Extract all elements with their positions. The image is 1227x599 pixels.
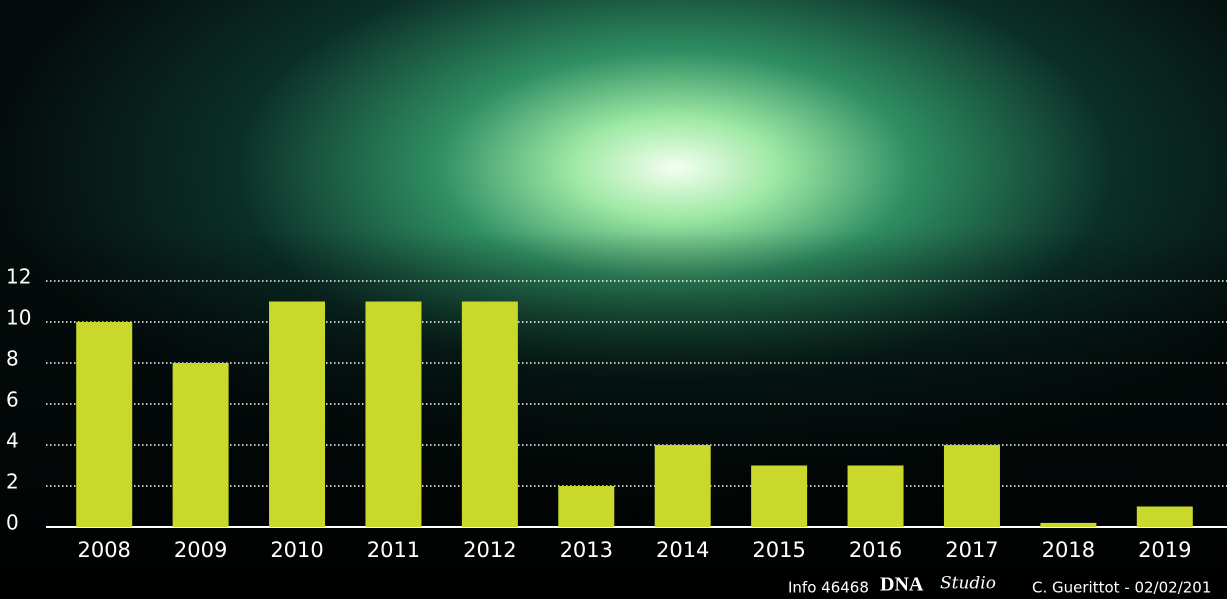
x-tick-label: 2008 <box>77 538 130 562</box>
bar <box>172 363 229 527</box>
x-tick-label: 2018 <box>1042 538 1095 562</box>
bar <box>269 301 326 527</box>
footer-credit: C. Guerittot - 02/02/201 <box>1032 579 1211 597</box>
bar <box>943 445 1000 527</box>
footer-studio: Studio <box>940 574 996 594</box>
footer-brand: DNA <box>880 574 924 596</box>
bar <box>654 445 711 527</box>
y-tick-label: 10 <box>6 306 31 330</box>
bar <box>365 301 422 527</box>
y-tick-label: 6 <box>6 388 19 412</box>
bar <box>1040 522 1097 527</box>
bar <box>847 465 904 527</box>
footer-info: Info 46468 <box>788 579 869 597</box>
x-tick-label: 2017 <box>945 538 998 562</box>
y-tick-label: 2 <box>6 470 19 494</box>
x-tick-label: 2016 <box>849 538 902 562</box>
x-tick-label: 2015 <box>752 538 805 562</box>
x-tick-label: 2011 <box>367 538 420 562</box>
bar <box>1136 506 1193 527</box>
plot: 0 2 4 6 8 10 12 2008 2009 2010 2011 2012 2013 2014 201… <box>6 265 1227 562</box>
y-tick-label: 0 <box>6 511 19 535</box>
bar <box>751 465 808 527</box>
y-tick-label: 12 <box>6 265 31 289</box>
x-tick-label: 2014 <box>656 538 709 562</box>
bar <box>558 486 615 527</box>
footer: Info 46468 DNA Studio C. Guerittot - 02/… <box>788 574 1211 597</box>
x-tick-label: 2009 <box>174 538 227 562</box>
y-tick-label: 4 <box>6 429 19 453</box>
bar <box>76 322 133 527</box>
x-tick-label: 2013 <box>560 538 613 562</box>
x-tick-label: 2012 <box>463 538 516 562</box>
y-tick-label: 8 <box>6 347 19 371</box>
bar <box>461 301 518 527</box>
x-tick-label: 2010 <box>270 538 323 562</box>
x-tick-label: 2019 <box>1138 538 1191 562</box>
